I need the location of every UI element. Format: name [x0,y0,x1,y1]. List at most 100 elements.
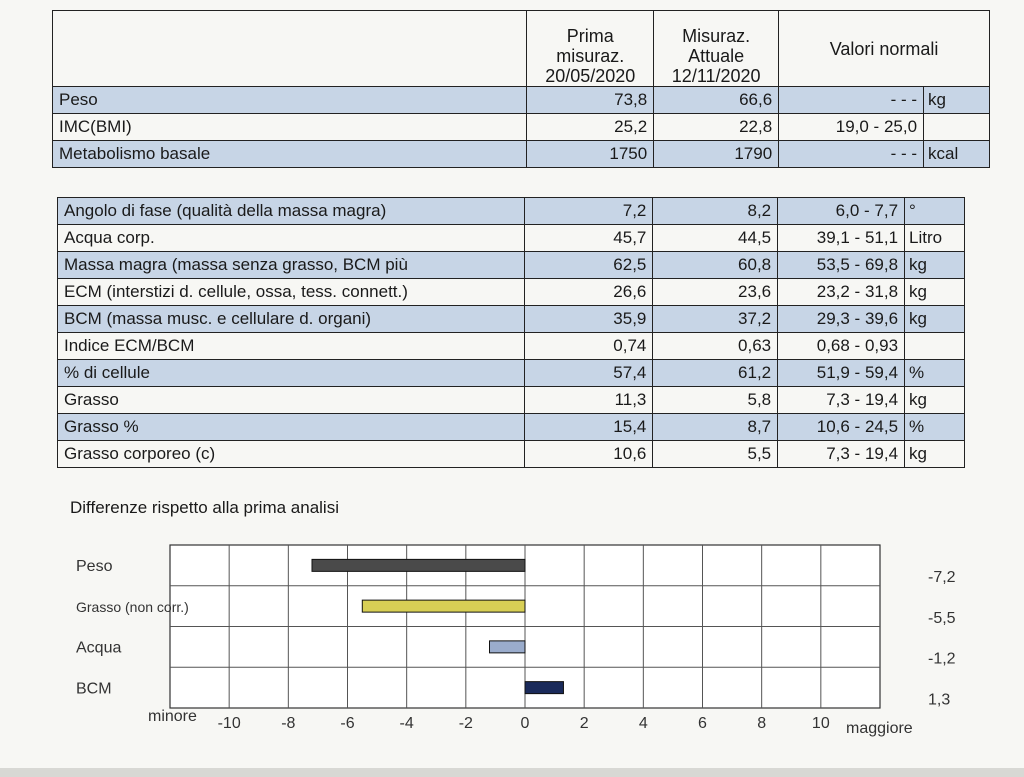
table-row: Grasso 11,3 5,8 7,3 - 19,4 kg [57,386,965,414]
header-current-measure: Misuraz. Attuale 12/11/2020 [653,10,780,87]
unit-label: ° [904,197,965,225]
value-label: 1,3 [928,691,950,708]
unit-label: % [904,413,965,441]
row-label: IMC(BMI) [51,113,528,141]
category-label: Grasso (non corr.) [76,599,189,615]
unit-label: kg [904,386,965,414]
first-measure-value: 62,5 [523,251,654,279]
unit-label: kg [904,278,965,306]
current-measure-value: 60,8 [652,251,779,279]
current-measure-value: 61,2 [652,359,779,387]
header-normal-values: Valori normali [778,10,990,87]
first-measure-value: 15,4 [523,413,654,441]
normal-range-value: - - - [778,140,925,168]
first-measure-value: 10,6 [523,440,654,468]
row-label: Grasso % [57,413,525,441]
unit-label: Litro [904,224,965,252]
x-tick-label: 6 [698,715,707,732]
first-measure-value: 7,2 [523,197,654,225]
row-label: BCM (massa musc. e cellulare d. organi) [57,305,525,333]
row-label: Metabolismo basale [51,140,528,168]
table-row: BCM (massa musc. e cellulare d. organi) 3… [57,305,965,333]
first-measure-value: 73,8 [526,86,655,114]
first-measure-value: 25,2 [526,113,655,141]
footer-strip [0,768,1024,777]
normal-range-value: - - - [778,86,925,114]
table-row: Acqua corp. 45,7 44,5 39,1 - 51,1 Litro [57,224,965,252]
x-tick-label: -10 [218,715,241,732]
table-row: IMC(BMI) 25,2 22,8 19,0 - 25,0 [51,113,990,141]
table-row: ECM (interstizi d. cellule, ossa, tess. … [57,278,965,306]
row-label: Peso [51,86,528,114]
value-label: -1,2 [928,651,956,668]
current-measure-value: 5,8 [652,386,779,414]
value-label: -5,5 [928,610,956,627]
current-measure-value: 8,7 [652,413,779,441]
unit-label: % [904,359,965,387]
normal-range-value: 0,68 - 0,93 [777,332,906,360]
bar [489,640,526,654]
table-row: Angolo di fase (qualità della massa magr… [57,197,965,225]
table-row: Grasso corporeo (c) 10,6 5,5 7,3 - 19,4 kg [57,440,965,468]
x-tick-label: -6 [340,715,354,732]
unit-label: kg [923,86,990,114]
first-measure-value: 57,4 [523,359,654,387]
table-row: % di cellule 57,4 61,2 51,9 - 59,4% [57,359,965,387]
value-label: -7,2 [928,569,956,586]
x-tick-label: -4 [400,715,414,732]
normal-range-value: 51,9 - 59,4 [777,359,906,387]
row-label: Grasso corporeo (c) [57,440,525,468]
first-measure-value: 35,9 [523,305,654,333]
summary-table: Prima misuraz. 20/05/2020 Misuraz. Attua… [51,10,990,168]
current-measure-value: 8,2 [652,197,779,225]
row-label: Angolo di fase (qualità della massa magr… [57,197,525,225]
normal-range-value: 23,2 - 31,8 [777,278,906,306]
unit-label: kg [904,305,965,333]
row-label: Grasso [57,386,525,414]
row-label: ECM (interstizi d. cellule, ossa, tess. … [57,278,525,306]
table-row: Indice ECM/BCM 0,74 0,63 0,68 - 0,93 [57,332,965,360]
first-measure-value: 0,74 [523,332,654,360]
first-measure-value: 1750 [526,140,655,168]
unit-label: kg [904,251,965,279]
first-measure-value: 26,6 [523,278,654,306]
x-tick-label: 10 [812,715,830,732]
category-label: BCM [76,680,112,697]
x-tick-label: -2 [459,715,473,732]
difference-chart: Peso -7,2 Grasso (non corr.) -5,5 Acqua -1,2 B… [76,544,956,737]
bar [524,681,564,695]
summary-header-row: Prima misuraz. 20/05/2020 Misuraz. Attua… [51,10,990,87]
current-measure-value: 22,8 [653,113,780,141]
x-tick-label: -8 [281,715,295,732]
normal-range-value: 10,6 - 24,5 [777,413,906,441]
table-row: Metabolismo basale 1750 1790- - - kcal [51,140,990,168]
unit-label: kg [904,440,965,468]
normal-range-value: 6,0 - 7,7 [777,197,906,225]
current-measure-value: 37,2 [652,305,779,333]
category-label: Peso [76,558,113,575]
x-tick-label: 4 [639,715,648,732]
table-row: Grasso % 15,4 8,7 10,6 - 24,5% [57,413,965,441]
row-label: % di cellule [57,359,525,387]
bar [311,558,526,572]
row-label: Indice ECM/BCM [57,332,525,360]
x-tick-label: 0 [521,715,530,732]
unit-label: kcal [923,140,990,168]
normal-range-value: 7,3 - 19,4 [777,386,906,414]
normal-range-value: 7,3 - 19,4 [777,440,906,468]
current-measure-value: 66,6 [653,86,780,114]
first-measure-value: 11,3 [523,386,654,414]
current-measure-value: 5,5 [652,440,779,468]
row-label: Massa magra (massa senza grasso, BCM più [57,251,525,279]
normal-range-value: 19,0 - 25,0 [778,113,925,141]
composition-table: Angolo di fase (qualità della massa magr… [57,197,965,468]
table-row: Massa magra (massa senza grasso, BCM più… [57,251,965,279]
table-row: Peso 73,8 66,6- - - kg [51,86,990,114]
current-measure-value: 1790 [653,140,780,168]
normal-range-value: 29,3 - 39,6 [777,305,906,333]
row-label: Acqua corp. [57,224,525,252]
current-measure-value: 23,6 [652,278,779,306]
x-label-right: maggiore [846,720,913,737]
bar [361,599,526,613]
